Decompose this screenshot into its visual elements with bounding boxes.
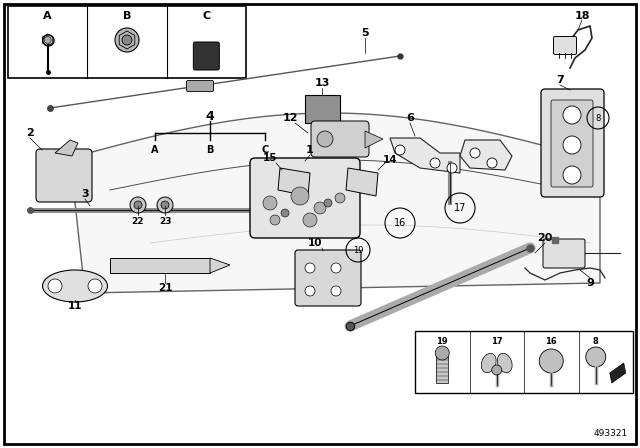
Ellipse shape: [481, 353, 496, 373]
FancyBboxPatch shape: [543, 239, 585, 268]
FancyBboxPatch shape: [541, 89, 604, 197]
Circle shape: [563, 166, 581, 184]
Circle shape: [335, 193, 345, 203]
Polygon shape: [55, 140, 78, 156]
Circle shape: [263, 196, 277, 210]
FancyBboxPatch shape: [295, 250, 361, 306]
Circle shape: [331, 286, 341, 296]
Circle shape: [291, 187, 309, 205]
Ellipse shape: [497, 353, 512, 373]
Bar: [415, 331, 633, 393]
Text: 21: 21: [157, 283, 172, 293]
Bar: [110, 258, 210, 273]
FancyBboxPatch shape: [554, 36, 577, 55]
Circle shape: [115, 28, 139, 52]
FancyBboxPatch shape: [186, 81, 214, 91]
Text: 17: 17: [491, 336, 502, 345]
Circle shape: [586, 347, 605, 367]
Text: 18: 18: [574, 11, 589, 21]
Text: B: B: [206, 145, 214, 155]
Text: C: C: [202, 11, 211, 21]
Circle shape: [563, 136, 581, 154]
Text: 13: 13: [314, 78, 330, 88]
Circle shape: [314, 202, 326, 214]
Text: 2: 2: [26, 128, 34, 138]
Ellipse shape: [42, 270, 108, 302]
Circle shape: [324, 199, 332, 207]
Polygon shape: [210, 258, 230, 273]
Text: 23: 23: [159, 216, 172, 225]
Text: 17: 17: [454, 203, 466, 213]
Text: 14: 14: [383, 155, 397, 165]
Polygon shape: [390, 138, 460, 173]
Text: A: A: [44, 11, 52, 21]
FancyBboxPatch shape: [36, 149, 92, 202]
Text: A: A: [151, 145, 159, 155]
Circle shape: [130, 197, 146, 213]
Circle shape: [492, 365, 502, 375]
Circle shape: [447, 163, 457, 173]
Polygon shape: [610, 363, 626, 383]
Text: 7: 7: [556, 75, 564, 85]
Text: 6: 6: [406, 113, 414, 123]
Text: 19: 19: [353, 246, 364, 254]
FancyBboxPatch shape: [311, 121, 369, 157]
Polygon shape: [365, 131, 383, 148]
Circle shape: [470, 148, 480, 158]
FancyBboxPatch shape: [250, 158, 360, 238]
Text: 8: 8: [593, 336, 598, 345]
Circle shape: [122, 35, 132, 45]
Polygon shape: [42, 34, 53, 46]
Circle shape: [540, 349, 563, 373]
Circle shape: [44, 36, 51, 43]
Circle shape: [430, 158, 440, 168]
Circle shape: [435, 346, 449, 360]
Text: B: B: [123, 11, 131, 21]
Text: 10: 10: [308, 238, 323, 248]
Circle shape: [487, 158, 497, 168]
Polygon shape: [278, 168, 310, 196]
FancyBboxPatch shape: [193, 42, 220, 70]
Circle shape: [134, 201, 142, 209]
Circle shape: [305, 263, 315, 273]
Circle shape: [161, 201, 169, 209]
Circle shape: [317, 131, 333, 147]
Circle shape: [48, 279, 62, 293]
FancyBboxPatch shape: [551, 100, 593, 187]
Circle shape: [157, 197, 173, 213]
Text: 20: 20: [538, 233, 553, 243]
Circle shape: [88, 279, 102, 293]
Text: 11: 11: [68, 301, 83, 311]
Text: 5: 5: [361, 28, 369, 38]
Text: 16: 16: [545, 336, 557, 345]
Polygon shape: [70, 113, 600, 293]
Text: 22: 22: [132, 216, 144, 225]
Text: 9: 9: [586, 278, 594, 288]
Text: 19: 19: [436, 336, 448, 345]
Circle shape: [281, 209, 289, 217]
Text: 3: 3: [81, 189, 89, 199]
Text: 8: 8: [595, 113, 601, 122]
Text: 4: 4: [205, 109, 214, 122]
Text: 493321: 493321: [594, 428, 628, 438]
Bar: [436, 353, 448, 383]
Text: 12: 12: [282, 113, 298, 123]
Polygon shape: [346, 168, 378, 196]
Bar: [305, 95, 340, 123]
Text: 1: 1: [306, 145, 314, 155]
Circle shape: [305, 286, 315, 296]
Circle shape: [563, 106, 581, 124]
Circle shape: [303, 213, 317, 227]
Circle shape: [331, 263, 341, 273]
Circle shape: [270, 215, 280, 225]
Circle shape: [395, 145, 405, 155]
Bar: [8, 6, 246, 78]
Text: C: C: [261, 145, 269, 155]
Text: 15: 15: [263, 153, 277, 163]
Polygon shape: [460, 140, 512, 170]
Text: 16: 16: [394, 218, 406, 228]
